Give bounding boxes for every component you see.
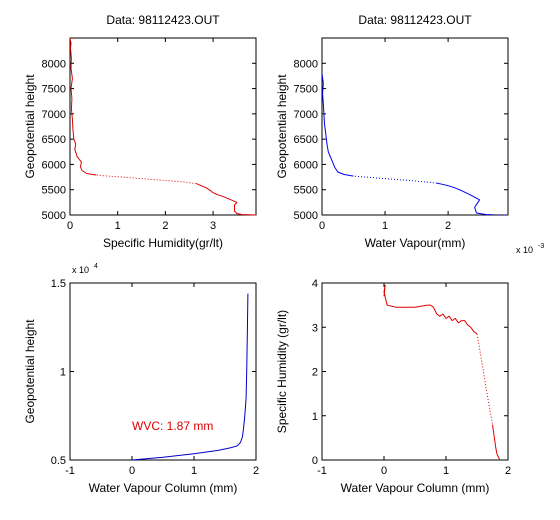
- plot-frame: [321, 282, 509, 461]
- y-tick-label: 1: [60, 367, 66, 379]
- x-tick-label: 2: [253, 465, 259, 477]
- x-tick-label: 0: [381, 465, 387, 477]
- series-line: [436, 182, 493, 216]
- series-line: [321, 73, 354, 177]
- x-tick-label: 2: [505, 465, 511, 477]
- y-tick-label: 5000: [294, 210, 318, 222]
- x-tick-label: -1: [317, 465, 327, 477]
- y-tick-label: 6000: [42, 159, 66, 171]
- y-tick-label: 5500: [294, 185, 318, 197]
- chart-sh_profile: 0 1 2 3 5000 5500 6000 6500 7000 7500 8000 Data: 98…: [23, 13, 257, 250]
- y-tick-label: 7500: [42, 84, 66, 96]
- y-tick-label: 8000: [42, 58, 66, 70]
- y-tick-label: 2: [312, 367, 318, 379]
- x-axis-label: Water Vapour Column (mm): [341, 481, 490, 495]
- x-tick-label: 3: [210, 220, 216, 232]
- y-tick-label: 7000: [42, 109, 66, 121]
- y-tick-label: 5000: [42, 210, 66, 222]
- y-axis-label: Geopotential height: [23, 319, 37, 424]
- plot-frame: [69, 282, 257, 461]
- y-axis-label: Specific Humidity (gr/lt): [275, 310, 289, 433]
- x-axis-label: Water Vapour Column (mm): [89, 481, 238, 495]
- y-tick-label: 0.5: [51, 455, 66, 467]
- chart-title: Data: 98112423.OUT: [106, 13, 220, 27]
- chart-title: Data: 98112423.OUT: [358, 13, 472, 27]
- y-tick-label: 0: [312, 455, 318, 467]
- y-tick-label: 6500: [42, 134, 66, 146]
- x-tick-label: 2: [445, 220, 451, 232]
- x-tick-label: -1: [65, 465, 75, 477]
- y-tick-label: 7500: [294, 84, 318, 96]
- series-line: [492, 424, 501, 461]
- y-tick-label: 1.5: [51, 278, 66, 290]
- plot-frame: [321, 37, 509, 216]
- y-tick-label: 8000: [294, 58, 318, 70]
- y-axis-label: Geopotential height: [23, 74, 37, 179]
- wvc-annotation: WVC: 1.87 mm: [132, 419, 213, 433]
- x-exponent-power: -3: [538, 243, 544, 250]
- series-line: [196, 183, 257, 216]
- series-line: [383, 284, 478, 335]
- x-tick-label: 1: [382, 220, 388, 232]
- y-exponent-power: 4: [94, 263, 98, 270]
- x-axis-label: Water Vapour(mm): [365, 236, 466, 250]
- y-axis-label: Geopotential height: [275, 74, 289, 179]
- x-exponent-base: x 10: [516, 245, 533, 255]
- y-exponent-base: x 10: [72, 265, 89, 275]
- series-line: [131, 293, 249, 461]
- plot-frame: [69, 37, 257, 216]
- x-tick-label: 0: [319, 220, 325, 232]
- y-tick-label: 4: [312, 278, 318, 290]
- y-tick-label: 6000: [294, 159, 318, 171]
- y-tick-label: 7000: [294, 109, 318, 121]
- series-line: [353, 175, 437, 184]
- y-tick-label: 6500: [294, 134, 318, 146]
- series-line: [69, 37, 97, 176]
- chart-wv_profile: 0 1 2 5000 5500 6000 6500 7000 7500 8000 Data: 981…: [275, 13, 544, 255]
- y-tick-label: 3: [312, 322, 318, 334]
- x-tick-label: 1: [443, 465, 449, 477]
- x-tick-label: 0: [129, 465, 135, 477]
- y-tick-label: 5500: [42, 185, 66, 197]
- y-tick-label: 1: [312, 411, 318, 423]
- x-tick-label: 1: [191, 465, 197, 477]
- chart-wvc_height: -1 0 1 2 0.5 1 1.5 Water Vapour Column (mm) Geop…: [23, 263, 259, 495]
- x-tick-label: 1: [115, 220, 121, 232]
- x-tick-label: 0: [67, 220, 73, 232]
- x-axis-label: Specific Humidity(gr/lt): [103, 236, 223, 250]
- x-tick-label: 2: [162, 220, 168, 232]
